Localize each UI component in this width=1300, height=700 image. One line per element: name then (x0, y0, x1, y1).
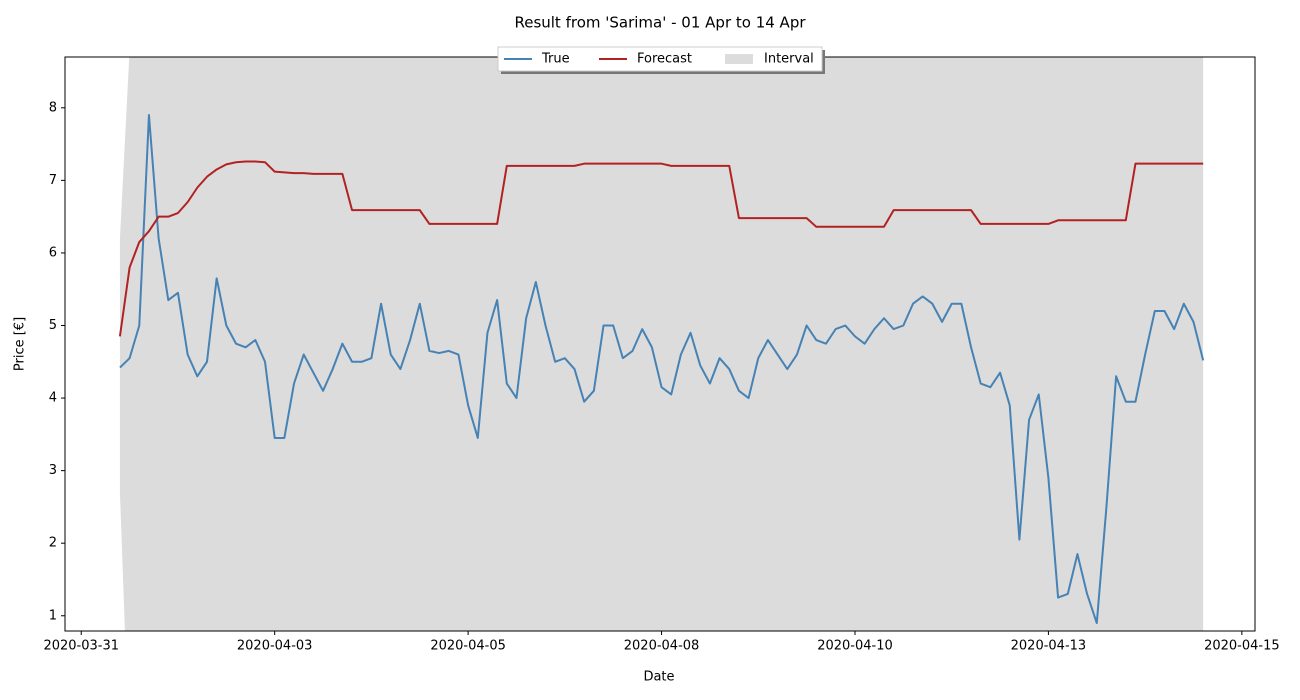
series-line (119, 114, 1205, 625)
y-tick-label: 6 (49, 245, 57, 260)
legend-label: Interval (764, 52, 814, 67)
chart-title: Result from 'Sarima' - 01 Apr to 14 Apr (514, 14, 806, 32)
x-tick-label: 2020-04-05 (430, 639, 506, 654)
x-tick-label: 2020-04-15 (1204, 639, 1280, 654)
axes: 1 2 3 4 5 6 7 8 2020-03-31 2020-04-03 2020-04-05 20… (43, 100, 1279, 653)
legend-swatch (725, 54, 753, 64)
legend: True Forecast Interval (497, 46, 825, 74)
legend-label: True (541, 52, 570, 67)
y-tick-label: 3 (49, 463, 57, 478)
legend-box (497, 46, 823, 72)
interval-area (119, 57, 1204, 631)
y-tick-label: 1 (49, 608, 57, 623)
legend-label: Forecast (637, 52, 692, 67)
x-tick-label: 2020-04-08 (624, 639, 700, 654)
y-tick-label: 7 (49, 173, 57, 188)
x-tick-label: 2020-04-10 (817, 639, 893, 654)
x-tick-label: 2020-03-31 (43, 639, 119, 654)
x-axis-label: Date (643, 670, 674, 685)
y-axis-label: Price [€] (13, 317, 28, 371)
y-tick-label: 5 (49, 318, 57, 333)
y-tick-label: 8 (49, 100, 57, 115)
y-tick-label: 4 (49, 391, 57, 406)
y-tick-label: 2 (49, 536, 57, 551)
series-line (118, 160, 1204, 337)
x-tick-label: 2020-04-03 (237, 639, 313, 654)
plot-area (118, 57, 1205, 631)
x-tick-label: 2020-04-13 (1011, 639, 1087, 654)
